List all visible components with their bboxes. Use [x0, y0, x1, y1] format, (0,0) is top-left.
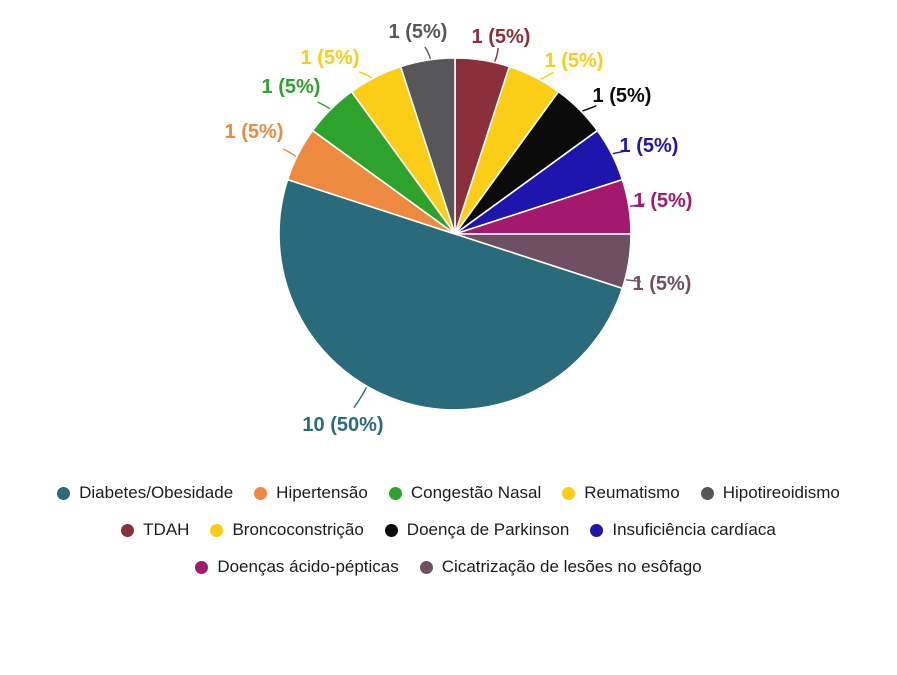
slice-label-leader-line: [353, 386, 368, 409]
slice-label-leader-line: [317, 101, 331, 110]
slice-value-label: 1 (5%): [593, 85, 652, 107]
legend-color-dot: [700, 486, 714, 500]
legend-item: TDAH: [121, 520, 189, 540]
slice-label-leader-line: [629, 203, 645, 207]
slice-value-label: 1 (5%): [633, 273, 692, 295]
chart-legend: Diabetes/Obesidade Hipertensão Congestão N…: [0, 481, 897, 579]
legend-item: Doenças ácido-pépticas: [195, 557, 399, 577]
slice-label-leader-line: [424, 46, 432, 59]
legend-label: Doença de Parkinson: [406, 520, 570, 539]
slice-value-label: 1 (5%): [620, 135, 679, 157]
legend-item: Doença de Parkinson: [384, 520, 570, 540]
legend-label: Broncoconstrição: [232, 520, 364, 539]
slice-value-label: 1 (5%): [389, 21, 448, 43]
legend-color-dot: [57, 486, 71, 500]
slice-value-label: 1 (5%): [472, 26, 531, 48]
legend-item: Broncoconstrição: [210, 520, 364, 540]
slice-value-label: 1 (5%): [225, 121, 284, 143]
slice-label-leader-line: [612, 149, 628, 155]
slice-label-leader-line: [582, 105, 597, 112]
pie-slice-10[interactable]: [399, 57, 456, 235]
legend-label: Cicatrização de lesões no esôfago: [441, 557, 702, 576]
slice-label-leader-line: [625, 279, 641, 283]
legend-item: Hipotireoidismo: [700, 483, 840, 503]
legend-label: Congestão Nasal: [410, 483, 542, 502]
legend-row-1: Diabetes/Obesidade Hipertensão Congestão N…: [57, 481, 840, 505]
legend-row-2: TDAH Broncoconstrição Doença de Parkinson I…: [121, 518, 776, 542]
slice-value-label: 1 (5%): [262, 76, 321, 98]
pie-slice-6[interactable]: [278, 178, 624, 411]
slice-value-label: 10 (50%): [302, 414, 383, 436]
legend-color-dot: [384, 523, 398, 537]
legend-label: TDAH: [143, 520, 190, 539]
legend-color-dot: [388, 486, 402, 500]
legend-color-dot: [590, 523, 604, 537]
legend-item: Insuficiência cardíaca: [590, 520, 776, 540]
legend-label: Hipotireoidismo: [722, 483, 840, 502]
legend-item: Congestão Nasal: [388, 483, 542, 503]
legend-item: Reumatismo: [562, 483, 680, 503]
legend-color-dot: [562, 486, 576, 500]
legend-item: Cicatrização de lesões no esôfago: [419, 557, 702, 577]
legend-color-dot: [419, 560, 433, 574]
legend-label: Diabetes/Obesidade: [79, 483, 234, 502]
legend-color-dot: [121, 523, 135, 537]
legend-label: Hipertensão: [276, 483, 368, 502]
slice-label-leader-line: [540, 71, 554, 80]
slice-value-label: 1 (5%): [634, 190, 693, 212]
legend-color-dot: [210, 523, 224, 537]
legend-row-3: Doenças ácido-pépticas Cicatrização de le…: [195, 555, 702, 579]
legend-label: Reumatismo: [584, 483, 680, 502]
slice-value-label: 1 (5%): [301, 47, 360, 69]
legend-color-dot: [195, 560, 209, 574]
slice-label-leader-line: [358, 71, 373, 79]
slice-label-leader-line: [494, 47, 499, 62]
legend-item: Hipertensão: [254, 483, 368, 503]
legend-label: Doenças ácido-pépticas: [217, 557, 399, 576]
slice-value-label: 1 (5%): [545, 50, 604, 72]
legend-color-dot: [254, 486, 268, 500]
legend-item: Diabetes/Obesidade: [57, 483, 233, 503]
legend-label: Insuficiência cardíaca: [612, 520, 776, 539]
slice-label-leader-line: [282, 148, 297, 157]
